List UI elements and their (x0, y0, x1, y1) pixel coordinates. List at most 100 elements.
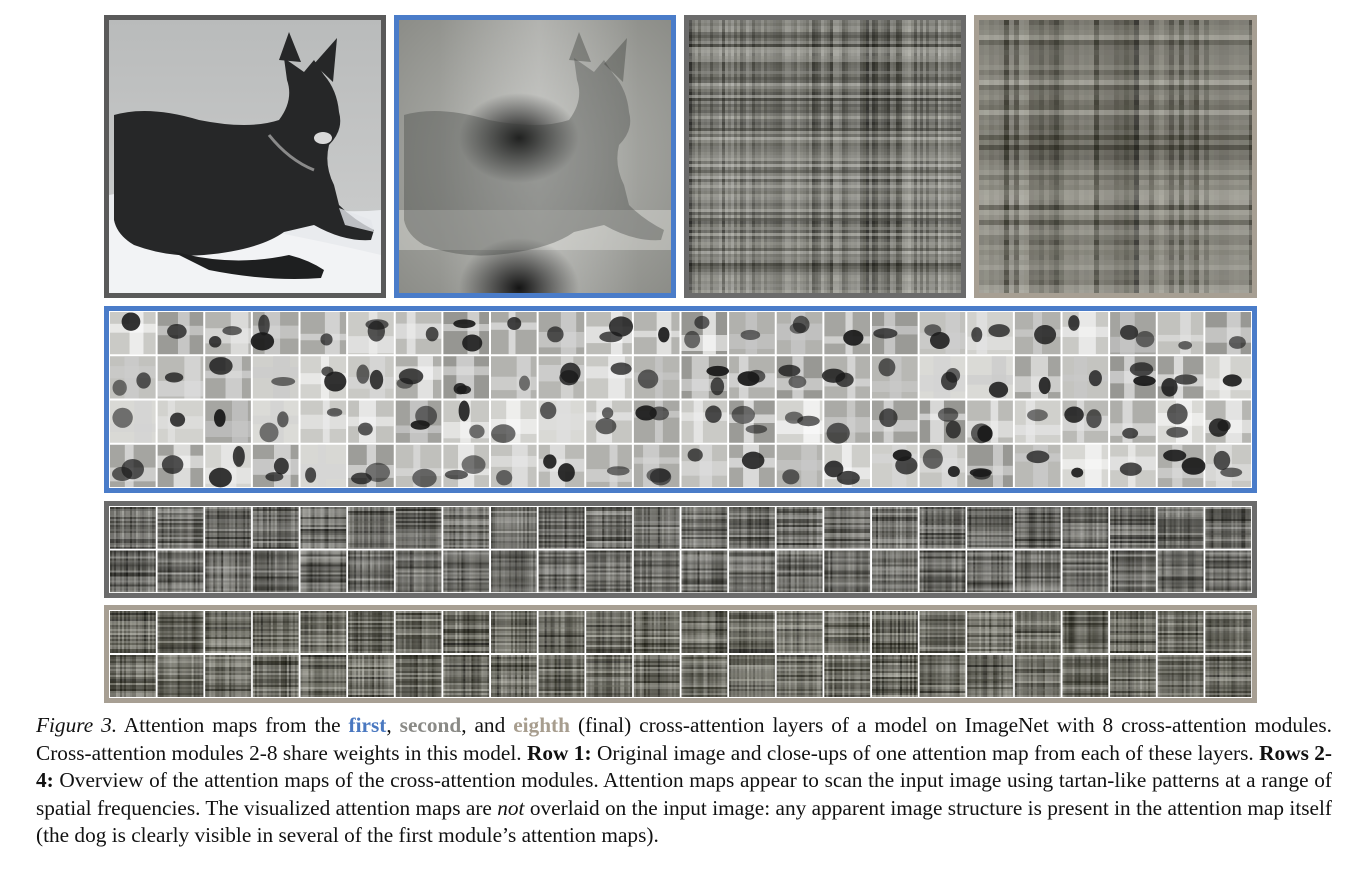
attention-map-tile (824, 611, 871, 653)
first-layer-attention-grid (104, 306, 1257, 493)
figure-caption: Figure 3. Attention maps from the first,… (36, 712, 1332, 850)
attention-map-tile (1205, 356, 1251, 399)
attention-map-tile (443, 356, 489, 399)
attention-map-tile (491, 507, 537, 549)
attention-map-tile (348, 611, 395, 653)
caption-label: Figure 3. (36, 713, 118, 737)
attention-map-tile (538, 400, 585, 443)
attention-map-tile (157, 400, 204, 443)
attention-map-tile (110, 312, 156, 355)
caption-text: , and (461, 713, 514, 737)
attention-map-tile (824, 655, 871, 697)
attention-map-tile (538, 444, 585, 487)
attention-map-tile (1062, 550, 1109, 593)
attention-map-tile (491, 655, 537, 697)
attention-map-tile (348, 444, 394, 487)
attention-map-tile (110, 550, 156, 593)
original-dog-image (109, 20, 381, 293)
attention-map-tile (729, 655, 776, 697)
attention-map-tile (300, 550, 347, 593)
attention-map-tile (919, 507, 966, 549)
attention-map-tile (919, 655, 966, 697)
attention-map-tile (824, 312, 870, 355)
attention-map-tile (443, 400, 489, 443)
attention-map-tile (681, 312, 728, 355)
attention-map-tile (1205, 444, 1251, 487)
attention-map-tile (395, 312, 442, 355)
attention-map-tile (110, 444, 156, 487)
attention-map-tile (586, 312, 634, 355)
attention-map-tile (1110, 400, 1156, 443)
attention-map-tile (586, 550, 633, 593)
attention-map-tile (729, 507, 776, 549)
attention-map-tile (348, 356, 394, 399)
first-layer-grid-canvas (110, 312, 1251, 488)
attention-map-tile (250, 312, 299, 355)
attention-map-tile (967, 356, 1013, 399)
attention-map-tile (1062, 400, 1109, 443)
attention-map-tile (1157, 611, 1204, 653)
attention-map-tile (1014, 312, 1061, 355)
attention-map-tile (443, 507, 490, 549)
attention-map-tile (776, 312, 823, 355)
attention-map-tile (1110, 312, 1156, 355)
attention-map-tile (872, 611, 918, 653)
attention-map-tile (919, 400, 966, 443)
attention-map-tile (443, 444, 489, 487)
attention-map-tile (157, 444, 204, 487)
attention-map-tile (586, 444, 632, 487)
attention-map-tile (633, 550, 680, 593)
attention-map-tile (872, 312, 918, 355)
attention-map-tile (491, 400, 537, 444)
attention-map-tile (633, 400, 680, 443)
attention-map-tile (1205, 507, 1252, 549)
attention-map-tile (633, 356, 680, 399)
attention-map-tile (919, 312, 966, 355)
attention-map-tile (1014, 444, 1061, 487)
attention-map-tile (300, 312, 347, 355)
attention-map-tile (443, 550, 490, 593)
attention-map-tile (681, 550, 728, 593)
attention-map-tile (157, 611, 204, 653)
attention-map-tile (1205, 611, 1252, 653)
attention-map-tile (872, 507, 918, 549)
attention-map-tile (776, 444, 823, 487)
attention-map-tile (1157, 507, 1204, 549)
attention-map-tile (1014, 400, 1061, 443)
attention-map-tile (967, 611, 1014, 653)
attention-map-tile (538, 655, 585, 697)
attention-map-tile (110, 400, 156, 443)
original-image-panel (104, 15, 386, 298)
attention-map-tile (681, 444, 728, 487)
attention-map-tile (110, 655, 156, 697)
attention-map-tile (1157, 550, 1204, 593)
attention-map-tile (967, 400, 1013, 444)
attention-map-tile (776, 550, 823, 593)
attention-map-tile (300, 444, 347, 487)
caption-text: overlaid on the input image: any apparen… (36, 795, 1332, 848)
attention-map-tile (1110, 655, 1157, 697)
attention-map-tile (1110, 444, 1156, 487)
attention-map-tile (872, 444, 918, 487)
attention-map-tile (395, 444, 442, 488)
second-layer-closeup-panel (684, 15, 966, 298)
caption-row1-label: Row 1: (527, 740, 592, 765)
attention-map-tile (491, 611, 537, 653)
attention-map-tile (443, 655, 490, 697)
caption-text: Attention maps from the (117, 713, 349, 737)
attention-map-tile (776, 507, 823, 549)
attention-map-tile (681, 400, 728, 443)
attention-map-tile (300, 400, 347, 443)
attention-map-tile (776, 611, 823, 653)
attention-map-tile (586, 507, 633, 549)
attention-map-tile (633, 444, 680, 487)
attention-map-tile (252, 611, 299, 653)
attention-map-tile (348, 400, 394, 443)
attention-map-tile (252, 550, 299, 593)
attention-map-tile (681, 655, 728, 697)
attention-map-tile (252, 400, 299, 443)
attention-map-tile (824, 444, 870, 487)
attention-map-tile (586, 611, 633, 653)
attention-map-tile (205, 444, 251, 488)
eighth-layer-attention-map (979, 20, 1252, 293)
